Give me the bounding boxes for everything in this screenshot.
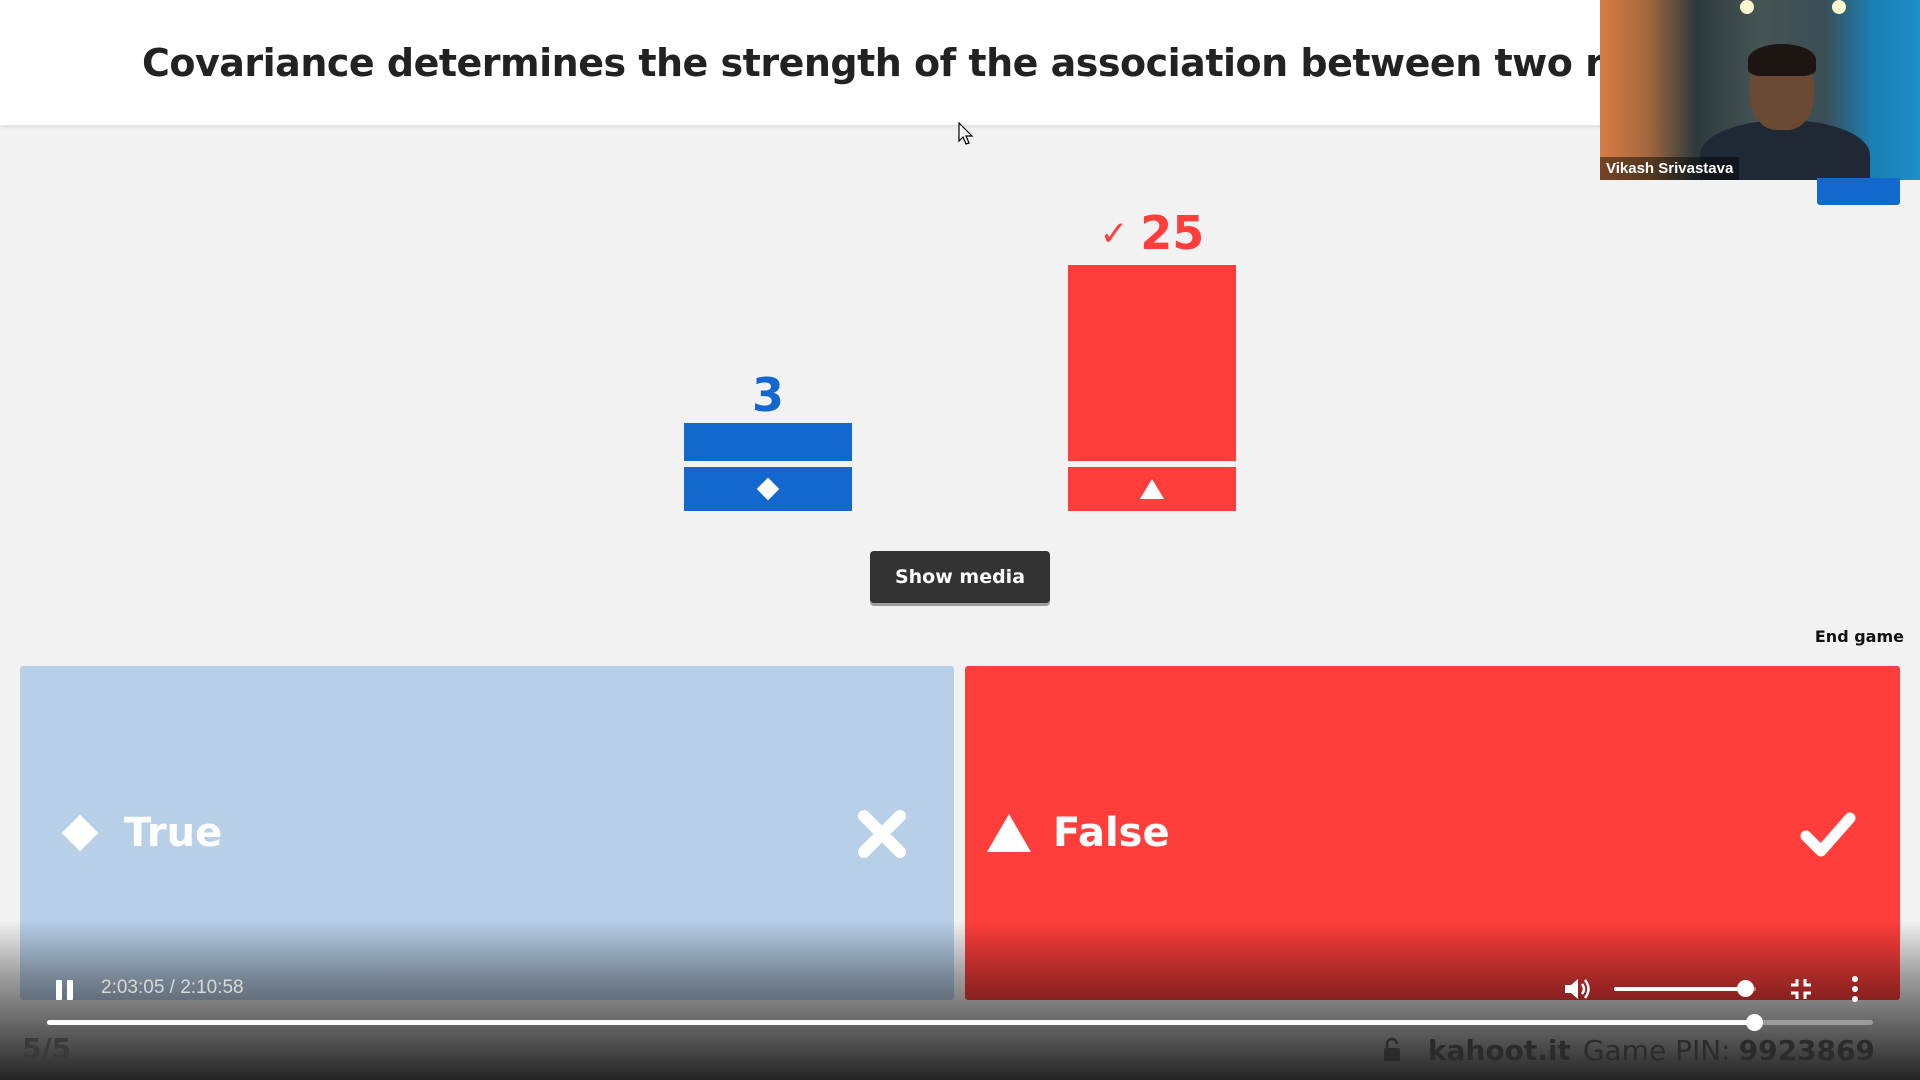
skip-button-partial[interactable] xyxy=(1817,178,1900,205)
pin-label: Game PIN: xyxy=(1582,1033,1731,1067)
answer-label: True xyxy=(124,810,223,856)
answer-label: False xyxy=(1053,810,1170,856)
result-bar-false: ✓ 25 xyxy=(1068,200,1236,511)
brand-link: kahoot.it xyxy=(1427,1033,1571,1067)
person-hair xyxy=(1748,44,1816,76)
lamp-light xyxy=(1740,0,1754,14)
bar-count: ✓ 25 xyxy=(1068,206,1236,260)
correct-check-icon: ✓ xyxy=(1099,214,1129,254)
volume-icon[interactable] xyxy=(1563,976,1593,1002)
game-pin: 9923869 xyxy=(1738,1033,1875,1067)
question-progress: 5/5 xyxy=(22,1032,72,1065)
video-time: 2:03:05 / 2:10:58 xyxy=(101,977,244,998)
end-game-button[interactable]: End game xyxy=(1800,624,1904,648)
bar-count-value: 25 xyxy=(1140,206,1205,260)
person-body xyxy=(1700,120,1870,180)
bar-fill xyxy=(1068,265,1236,461)
more-options-icon[interactable] xyxy=(1850,975,1860,1003)
show-media-button[interactable]: Show media xyxy=(870,551,1050,603)
volume-slider[interactable] xyxy=(1614,980,1756,997)
bar-fill xyxy=(684,423,852,461)
volume-handle[interactable] xyxy=(1736,980,1754,997)
triangle-icon xyxy=(985,809,1033,857)
lamp-light xyxy=(1832,0,1846,14)
result-bar-true: 3 xyxy=(684,360,852,511)
cursor-icon xyxy=(958,122,974,145)
webcam-video[interactable]: Vikash Srivastava xyxy=(1600,0,1920,180)
lock-icon[interactable] xyxy=(1382,1037,1402,1063)
seek-progress xyxy=(47,1020,1755,1025)
exit-fullscreen-icon[interactable] xyxy=(1789,977,1813,1001)
game-pin-area: kahoot.it Game PIN: 9923869 xyxy=(1382,1030,1875,1070)
seek-handle[interactable] xyxy=(1746,1014,1764,1031)
bar-base xyxy=(684,467,852,511)
participant-name: Vikash Srivastava xyxy=(1600,157,1740,180)
seek-bar[interactable] xyxy=(47,1014,1873,1031)
check-icon xyxy=(1800,812,1856,857)
volume-level xyxy=(1614,987,1745,991)
question-text: Covariance determines the strength of th… xyxy=(142,40,1747,85)
triangle-icon xyxy=(1140,479,1164,499)
diamond-icon xyxy=(56,809,104,857)
pause-icon[interactable] xyxy=(53,978,77,1002)
bar-count: 3 xyxy=(751,368,784,422)
bar-base xyxy=(1068,467,1236,511)
video-controls-overlay xyxy=(0,920,1920,1080)
diamond-icon xyxy=(756,477,780,501)
cross-icon xyxy=(858,810,906,858)
